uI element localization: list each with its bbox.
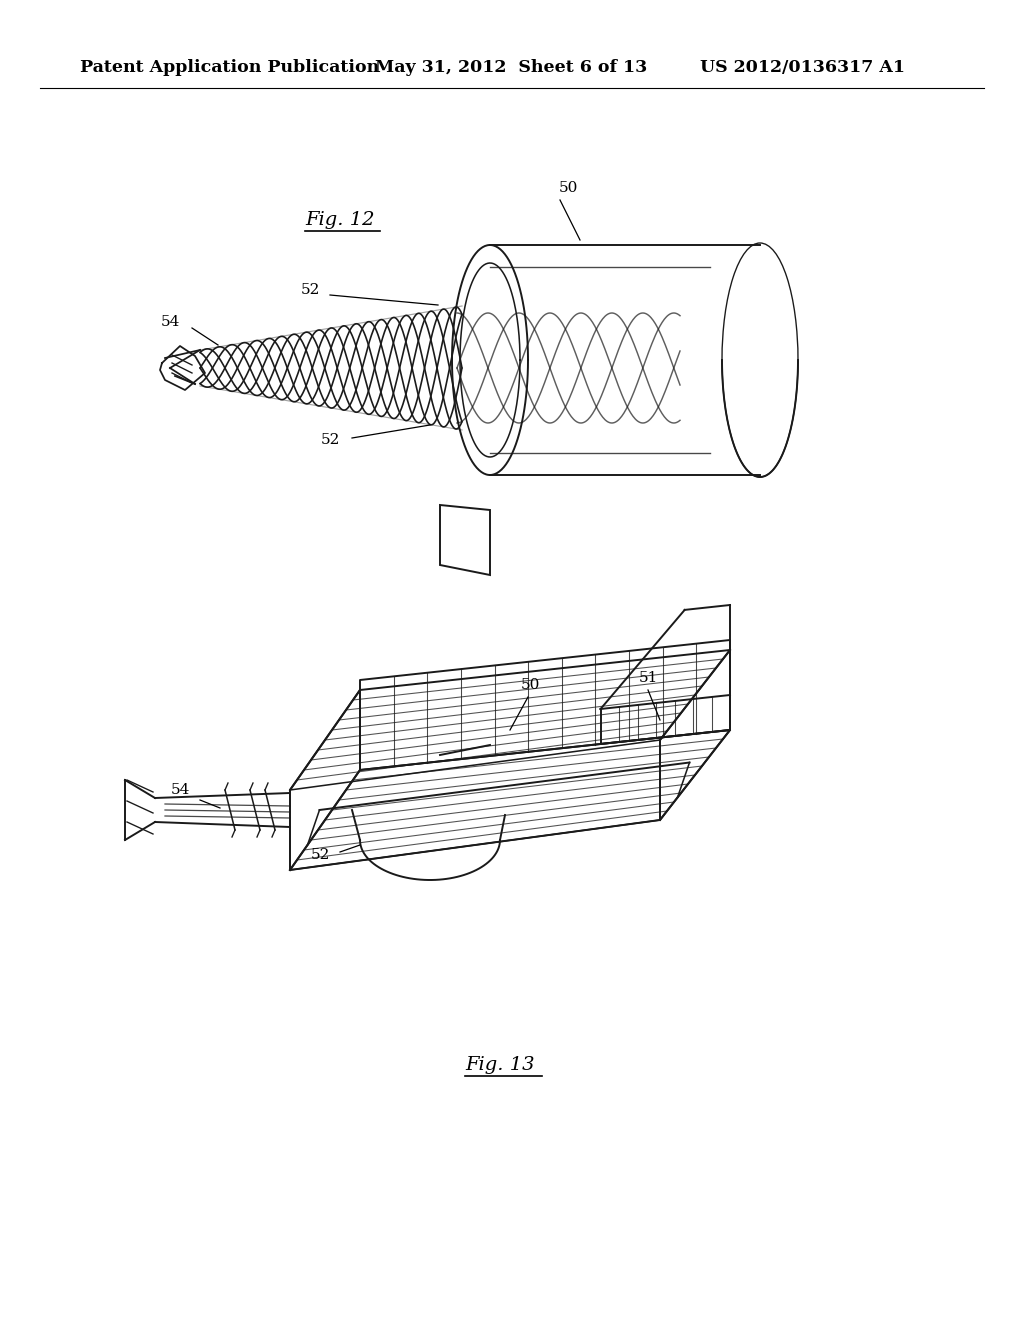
Text: 50: 50 — [520, 678, 540, 692]
Text: 52: 52 — [300, 282, 319, 297]
Text: 51: 51 — [638, 671, 657, 685]
Text: 50: 50 — [558, 181, 578, 195]
Text: 54: 54 — [161, 315, 179, 329]
Text: 52: 52 — [321, 433, 340, 447]
Text: 54: 54 — [170, 783, 189, 797]
Text: Fig. 12: Fig. 12 — [305, 211, 375, 228]
Text: 52: 52 — [310, 847, 330, 862]
Text: Fig. 13: Fig. 13 — [465, 1056, 535, 1074]
Text: US 2012/0136317 A1: US 2012/0136317 A1 — [700, 59, 905, 77]
Text: Patent Application Publication: Patent Application Publication — [80, 59, 379, 77]
Text: May 31, 2012  Sheet 6 of 13: May 31, 2012 Sheet 6 of 13 — [375, 59, 647, 77]
